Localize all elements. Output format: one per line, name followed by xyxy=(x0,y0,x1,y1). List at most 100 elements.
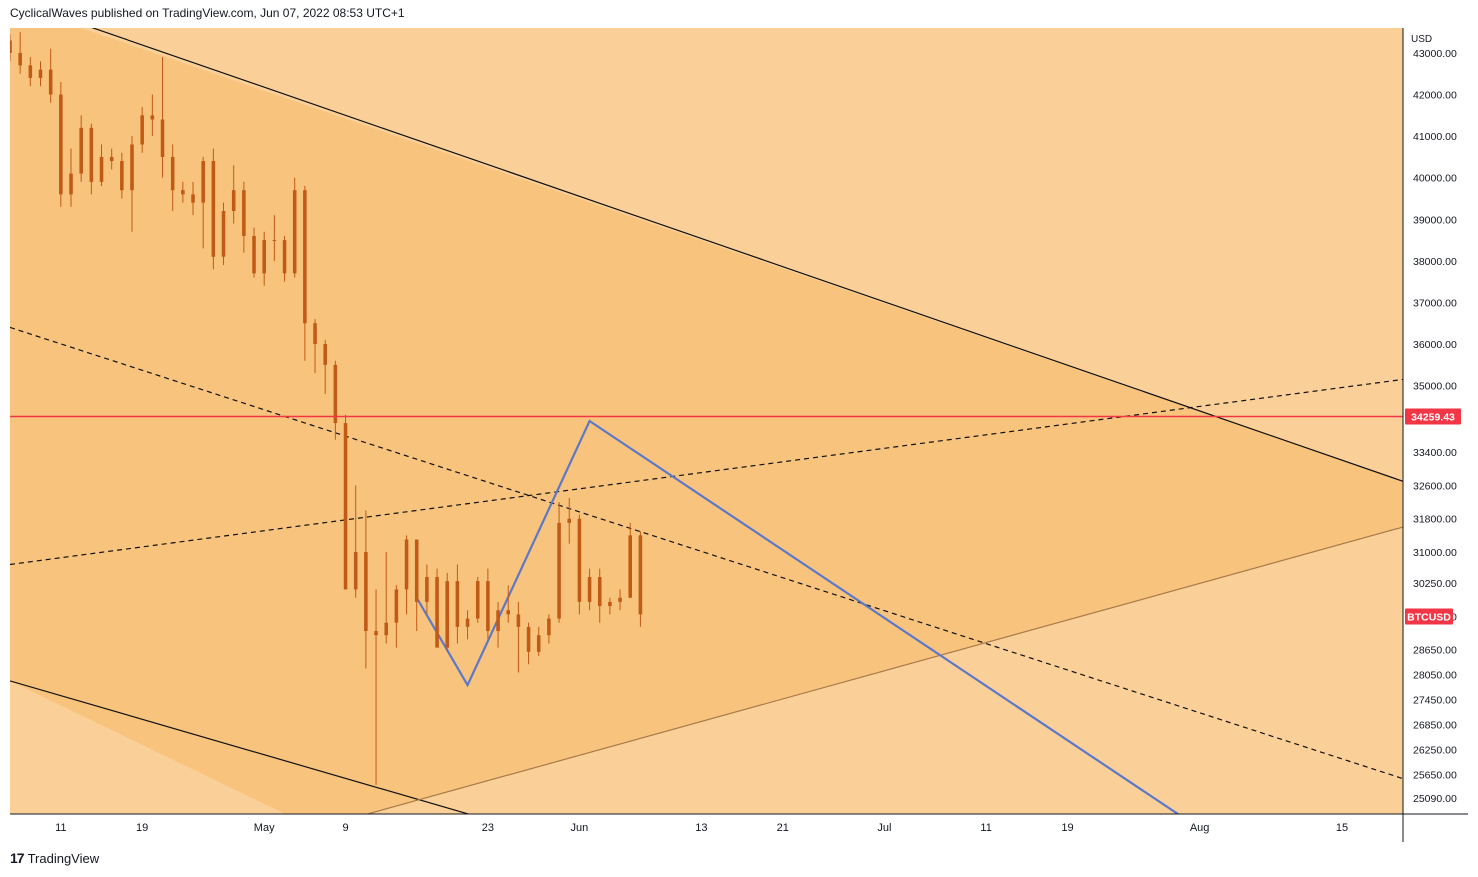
candle-body xyxy=(516,614,521,627)
candle-body xyxy=(536,635,541,652)
candle-body xyxy=(211,161,216,257)
channel-fill-0 xyxy=(10,28,1403,814)
plot-area xyxy=(10,28,1403,814)
candle-body xyxy=(557,522,561,619)
x-tick-label: Jul xyxy=(877,822,891,834)
x-tick-label: 15 xyxy=(1336,822,1348,834)
x-tick-label: 23 xyxy=(482,822,494,834)
x-tick-label: May xyxy=(254,822,275,834)
candle-body xyxy=(526,626,531,652)
y-tick-label: 43000.00 xyxy=(1413,48,1457,60)
candle-body xyxy=(547,618,551,636)
y-tick-label: 38000.00 xyxy=(1413,256,1457,268)
candle-body xyxy=(89,127,94,182)
candle-body xyxy=(242,190,246,236)
y-tick-label: 36000.00 xyxy=(1413,339,1457,351)
candle-body xyxy=(150,115,155,120)
candle-body xyxy=(465,618,470,627)
x-tick-label: Aug xyxy=(1190,822,1210,834)
candle-body xyxy=(394,589,399,623)
x-tick-label: 13 xyxy=(695,822,707,834)
candle-body xyxy=(181,190,185,195)
tradingview-logo: 17 xyxy=(10,850,25,866)
publish-attribution: CyclicalWaves published on TradingView.c… xyxy=(10,6,405,20)
candle-body xyxy=(587,576,592,602)
candle-body xyxy=(425,576,429,602)
candle-body xyxy=(201,161,205,203)
candle-body xyxy=(374,631,378,636)
y-tick-label: 41000.00 xyxy=(1413,131,1457,143)
y-tick-label: 33400.00 xyxy=(1413,447,1457,459)
tradingview-brand: TradingView xyxy=(27,850,100,866)
candle-body xyxy=(577,518,582,602)
level-price-label: 34259.43 xyxy=(1411,411,1455,423)
candle-body xyxy=(506,610,511,615)
y-tick-label: 25650.00 xyxy=(1413,769,1457,781)
level-price-tag xyxy=(1405,408,1461,425)
candle-body xyxy=(384,622,388,636)
y-tick-label: 32600.00 xyxy=(1413,480,1457,492)
candle-body xyxy=(109,156,114,162)
candle-body xyxy=(140,115,144,145)
candle-body xyxy=(343,423,348,590)
candle-body xyxy=(496,610,500,632)
y-tick-label: 40000.00 xyxy=(1413,173,1457,185)
symbol-label: BTCUSD xyxy=(1407,611,1451,623)
y-tick-label: 27450.00 xyxy=(1413,695,1457,707)
candle-body xyxy=(282,240,287,274)
candle-body xyxy=(48,69,53,95)
candle-body xyxy=(191,194,195,203)
candle-body xyxy=(475,581,480,619)
x-tick-label: 19 xyxy=(136,822,148,834)
y-tick-label: 42000.00 xyxy=(1413,90,1457,102)
x-tick-label: 21 xyxy=(777,822,789,834)
candle-body xyxy=(120,161,124,191)
trend-line-2 xyxy=(10,326,1403,780)
y-tick-label: 26850.00 xyxy=(1413,720,1457,732)
tradingview-footer[interactable]: 17 TradingView xyxy=(10,850,99,866)
y-tick-label: 35000.00 xyxy=(1413,381,1457,393)
candle-body xyxy=(486,581,490,632)
y-tick-label: 37000.00 xyxy=(1413,297,1457,309)
candle-body xyxy=(10,40,12,53)
candle-body xyxy=(364,552,368,632)
y-tick-label: 28050.00 xyxy=(1413,670,1457,682)
candle-body xyxy=(221,210,226,257)
candle-body xyxy=(638,535,643,615)
x-tick-label: Jun xyxy=(571,822,589,834)
y-tick-label: 28650.00 xyxy=(1413,645,1457,657)
candle-body xyxy=(69,173,73,195)
candle-body xyxy=(323,344,327,365)
x-tick-label: 11 xyxy=(980,822,991,834)
candle-body xyxy=(38,69,43,78)
candle-body xyxy=(99,156,104,182)
x-tick-label: 9 xyxy=(342,822,348,834)
candle-body xyxy=(160,119,165,157)
y-tick-label: 25090.00 xyxy=(1413,793,1457,805)
trend-line-4 xyxy=(365,526,1403,814)
candle-body xyxy=(597,576,602,607)
candle-body xyxy=(313,323,317,345)
y-tick-label: 31000.00 xyxy=(1413,547,1457,559)
candle-body xyxy=(130,144,134,191)
y-tick-label: 26250.00 xyxy=(1413,745,1457,757)
candle-body xyxy=(252,235,256,274)
trend-line-1 xyxy=(10,680,471,814)
candle-body xyxy=(18,52,22,66)
x-tick-label: 19 xyxy=(1061,822,1073,834)
trend-line-3 xyxy=(10,378,1403,566)
candle-body xyxy=(455,581,460,627)
currency-label: USD xyxy=(1411,34,1432,45)
candle-body xyxy=(404,539,409,590)
trend-line-0 xyxy=(91,28,1403,482)
candle-body xyxy=(333,364,338,424)
y-tick-label: 30250.00 xyxy=(1413,578,1457,590)
candle-body xyxy=(170,156,175,191)
x-tick-label: 11 xyxy=(55,822,66,834)
candle-body xyxy=(353,552,358,590)
candle-body xyxy=(292,190,297,274)
candle-body xyxy=(435,576,439,648)
candle-body xyxy=(445,581,449,648)
candle-body xyxy=(59,94,63,195)
